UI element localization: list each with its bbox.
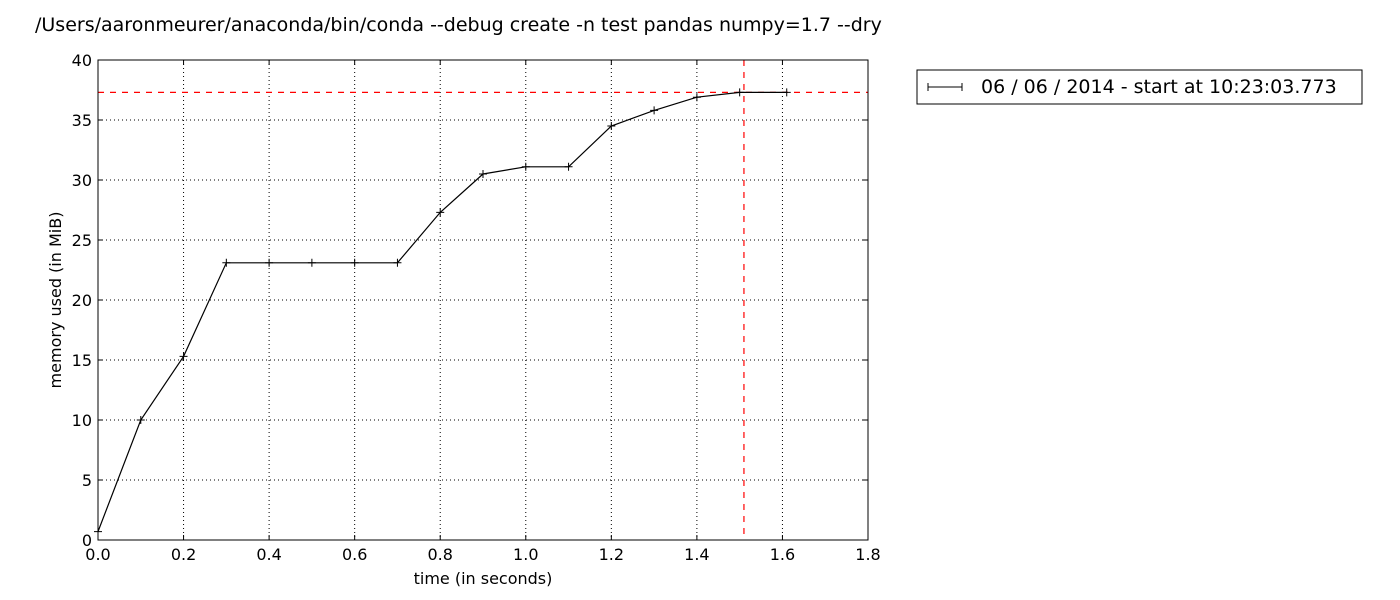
data-point-marker — [136, 416, 145, 424]
y-tick-label: 15 — [72, 351, 92, 370]
x-axis-label: time (in seconds) — [414, 569, 553, 588]
x-tick-label: 0.8 — [427, 545, 452, 564]
axis-ticks: 0.0 0.2 0.4 0.6 0.8 1.0 1.2 1.4 1.6 1.8 0 5 10 15 20 25… — [72, 51, 881, 564]
data-point-marker — [179, 352, 188, 361]
x-tick-label: 1.4 — [684, 545, 709, 564]
x-tick-label: 0.6 — [342, 545, 367, 564]
x-tick-label: 1.6 — [770, 545, 795, 564]
y-tick-label: 25 — [72, 231, 92, 250]
data-point-marker — [521, 162, 530, 171]
legend: 06 / 06 / 2014 - start at 10:23:03.773 — [916, 69, 1363, 105]
y-tick-label: 35 — [72, 111, 92, 130]
data-point-marker — [692, 93, 701, 102]
grid-lines — [98, 60, 868, 540]
data-point-marker — [265, 258, 274, 267]
x-tick-label: 1.0 — [513, 545, 538, 564]
series-layer — [94, 88, 791, 536]
y-tick-label: 0 — [82, 531, 92, 550]
x-tick-label: 1.8 — [855, 545, 880, 564]
x-tick-label: 0.0 — [85, 545, 110, 564]
data-point-marker — [307, 258, 316, 267]
data-point-marker — [735, 88, 744, 97]
x-tick-label: 0.4 — [256, 545, 281, 564]
data-point-marker — [222, 258, 231, 267]
data-point-marker — [650, 106, 659, 115]
data-point-marker — [564, 162, 573, 171]
y-tick-label: 5 — [82, 471, 92, 490]
legend-series-label: 06 / 06 / 2014 - start at 10:23:03.773 — [981, 76, 1337, 98]
y-tick-label: 40 — [72, 51, 92, 70]
y-tick-label: 10 — [72, 411, 92, 430]
y-axis-label: memory used (in MiB) — [46, 212, 65, 389]
data-point-marker — [393, 258, 402, 267]
data-point-marker — [782, 88, 791, 97]
legend-box — [916, 69, 1363, 105]
x-tick-label: 0.2 — [171, 545, 196, 564]
y-tick-label: 20 — [72, 291, 92, 310]
data-point-marker — [436, 208, 445, 217]
data-point-marker — [479, 170, 487, 178]
data-point-marker — [607, 122, 616, 130]
y-tick-label: 30 — [72, 171, 92, 190]
data-point-marker — [350, 258, 359, 267]
chart-title: /Users/aaronmeurer/anaconda/bin/conda --… — [35, 14, 882, 36]
x-tick-label: 1.2 — [599, 545, 624, 564]
